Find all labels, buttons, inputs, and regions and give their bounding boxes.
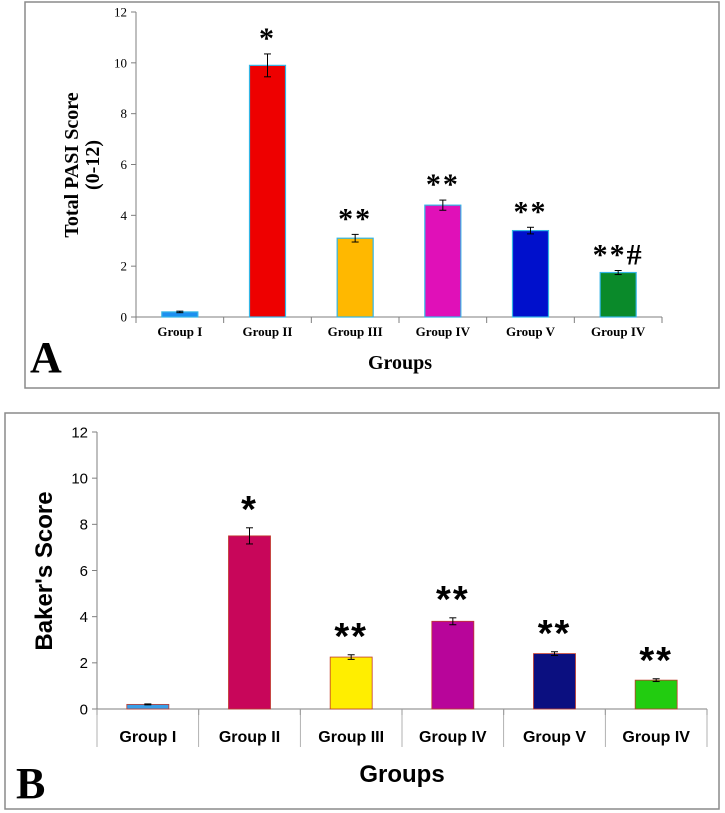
panel-a-bar <box>511 229 550 318</box>
panel-a-significance-mark: * <box>259 22 276 55</box>
panel-a-y-axis-title: Total PASI Score <box>61 92 83 237</box>
panel-b-bar <box>431 620 475 710</box>
panel-b-significance-mark: ** <box>436 579 470 621</box>
panel-b-significance-mark: ** <box>639 640 673 682</box>
panel-b-category-label: Group V <box>523 729 586 746</box>
panel-a-y-tick-label: 0 <box>121 310 128 325</box>
panel-b-significance-mark: ** <box>538 613 572 655</box>
panel-b-x-axis-title: Groups <box>359 761 444 788</box>
panel-a-category-label: Group I <box>157 324 202 339</box>
panel-a-y-axis-subtitle: (0-12) <box>82 140 104 190</box>
panel-b-y-tick-label: 10 <box>71 470 88 487</box>
panel-b-frame <box>4 412 720 810</box>
panel-b-y-axis-title: Baker's Score <box>31 491 58 650</box>
panel-a-significance-mark: ** <box>514 195 548 228</box>
panel-a-y-tick-label: 2 <box>121 259 128 274</box>
panel-b-bar <box>634 679 678 710</box>
panel-a-x-axis-title: Groups <box>368 352 432 374</box>
panel-b-bar <box>329 656 373 710</box>
panel-a-label: A <box>30 333 62 382</box>
panel-a-y-tick-label: 8 <box>121 106 128 121</box>
panel-a-bar <box>336 237 374 318</box>
panel-a-significance-mark: ** <box>426 168 460 201</box>
panel-a-category-label: Group IV <box>416 324 471 339</box>
panel-a-frame <box>24 1 720 389</box>
panel-b-category-label: Group IV <box>622 729 690 746</box>
panel-b-y-tick-label: 4 <box>80 609 88 626</box>
panel-b-y-tick-label: 6 <box>80 563 88 580</box>
panel-a-y-tick-label: 10 <box>114 55 127 70</box>
panel-b-significance-mark: ** <box>334 616 368 658</box>
panel-b-y-tick-label: 2 <box>80 655 88 672</box>
panel-a-category-label: Group II <box>243 324 293 339</box>
panel-a-significance-mark: **# <box>593 238 644 271</box>
panel-a-category-label: Group IV <box>591 324 646 339</box>
panel-a-category-label: Group V <box>506 324 556 339</box>
panel-b-significance-mark: * <box>241 489 258 531</box>
panel-b-category-label: Group I <box>119 729 176 746</box>
panel-b-bar <box>533 653 576 710</box>
panel-b-y-tick-label: 0 <box>80 701 88 718</box>
panel-b-label: B <box>16 759 45 808</box>
panel-b-y-tick-label: 8 <box>80 517 88 534</box>
panel-b-category-label: Group IV <box>419 729 487 746</box>
panel-a-y-tick-label: 12 <box>114 5 127 20</box>
panel-b-category-label: Group III <box>318 729 384 746</box>
panel-a-category-label: Group III <box>328 324 383 339</box>
panel-b-bar <box>228 535 271 710</box>
panel-a-significance-mark: ** <box>338 202 372 235</box>
panel-a-bar <box>248 64 287 318</box>
panel-a-y-tick-label: 4 <box>121 208 128 223</box>
panel-a-y-tick-label: 6 <box>121 157 128 172</box>
panel-b-y-tick-label: 12 <box>71 424 88 441</box>
panel-b-category-label: Group II <box>219 729 280 746</box>
panel-a-bar <box>599 271 637 318</box>
panel-a-bar <box>424 204 462 318</box>
